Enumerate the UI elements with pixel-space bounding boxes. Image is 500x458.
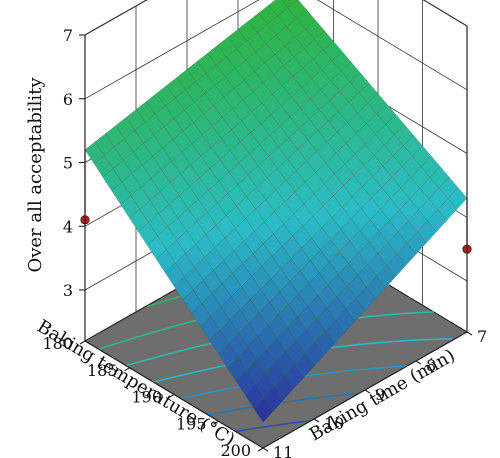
temperature-tick-mark <box>213 420 219 425</box>
tick-labels: 3 4 5 6 7 180 185 190 195 200 7 8 9 10 11 <box>42 26 487 458</box>
time-tick-mark <box>313 418 320 423</box>
time-tick-label: 8 <box>426 356 436 375</box>
time-tick-mark <box>415 360 422 365</box>
z-axis-title: Over all acceptability <box>25 77 46 273</box>
temperature-tick-mark <box>124 367 130 372</box>
temperature-tick-mark <box>79 340 86 345</box>
response-surface <box>84 0 468 423</box>
floor-contour <box>235 420 311 433</box>
z-tick-label: 7 <box>63 26 73 45</box>
time-tick-mark <box>466 331 473 336</box>
time-tick-label: 9 <box>375 385 385 404</box>
z-tick-label: 3 <box>63 281 73 300</box>
temperature-tick-label: 190 <box>131 388 162 407</box>
temperature-tick-label: 185 <box>87 361 118 380</box>
temperature-tick-mark <box>257 447 264 452</box>
time-tick-mark <box>364 389 371 394</box>
z-tick-label: 4 <box>63 217 73 236</box>
temperature-tick-mark <box>168 394 175 398</box>
time-tick-label: 7 <box>477 327 487 346</box>
time-tick-mark <box>262 447 269 452</box>
gridline-z <box>84 0 468 100</box>
surface-cell <box>253 397 274 423</box>
temperature-tick-label: 195 <box>176 414 207 433</box>
z-tick-label: 5 <box>63 154 73 173</box>
z-tick-label: 6 <box>63 90 73 109</box>
temperature-tick-label: 180 <box>42 334 73 353</box>
temperature-tick-label: 200 <box>220 441 251 458</box>
time-tick-label: 10 <box>324 414 344 433</box>
time-tick-label: 11 <box>273 443 293 458</box>
